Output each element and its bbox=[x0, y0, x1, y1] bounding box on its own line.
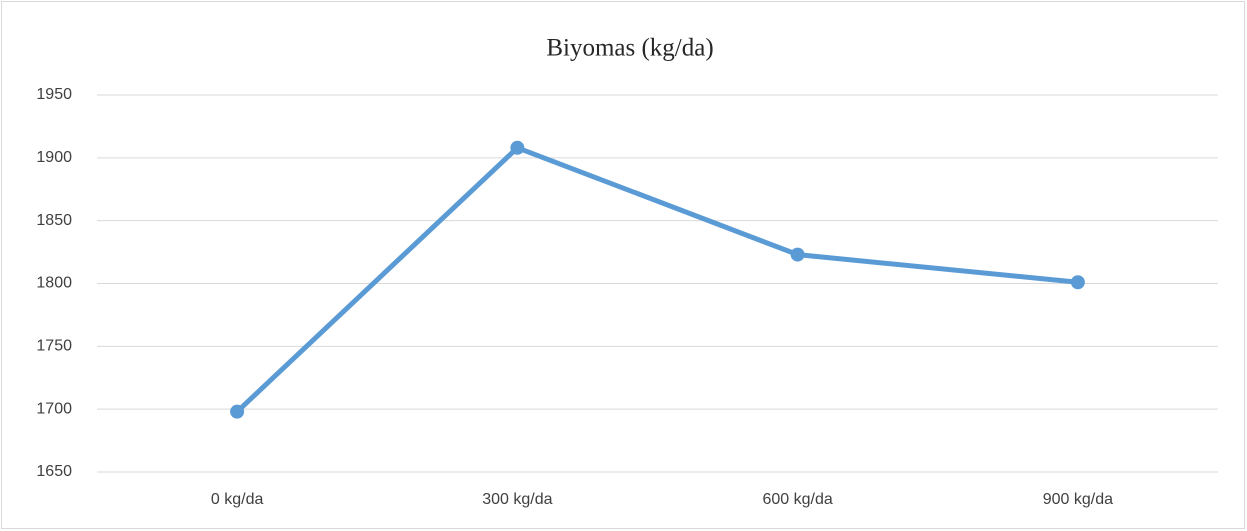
chart-title: Biyomas (kg/da) bbox=[546, 35, 713, 62]
marker bbox=[510, 140, 525, 155]
marker bbox=[1070, 275, 1085, 290]
y-tick-label: 1950 bbox=[36, 86, 72, 103]
y-tick-label: 1650 bbox=[36, 463, 72, 480]
y-tick-label: 1750 bbox=[36, 338, 72, 355]
x-tick-label: 0 kg/da bbox=[211, 491, 264, 508]
x-tick-label: 300 kg/da bbox=[482, 491, 552, 508]
y-tick-label: 1850 bbox=[36, 212, 72, 229]
x-tick-label: 600 kg/da bbox=[762, 491, 832, 508]
x-tick-label: 900 kg/da bbox=[1043, 491, 1113, 508]
y-tick-label: 1800 bbox=[36, 275, 72, 292]
y-tick-label: 1900 bbox=[36, 149, 72, 166]
marker bbox=[230, 404, 245, 419]
y-tick-label: 1700 bbox=[36, 400, 72, 417]
line bbox=[234, 145, 1081, 415]
marker bbox=[790, 247, 805, 262]
